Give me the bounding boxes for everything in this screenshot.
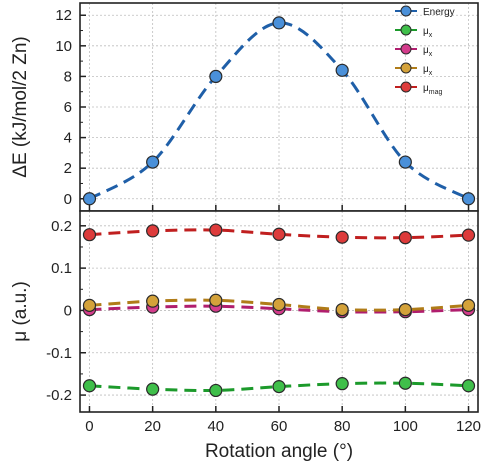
x-tick-label: 20 bbox=[144, 418, 161, 435]
y-tick-label: -0.2 bbox=[46, 387, 72, 404]
data-point-1-1-4 bbox=[335, 63, 349, 77]
legend-marker-1 bbox=[400, 5, 412, 17]
data-point-1-1-5 bbox=[398, 155, 412, 169]
plot-frame bbox=[79, 210, 479, 413]
legend-label-subscript: x bbox=[429, 32, 433, 39]
data-point-1-1-0 bbox=[82, 192, 97, 206]
legend-label-main: μ bbox=[423, 45, 429, 56]
y-tick-label: 0.2 bbox=[51, 218, 72, 235]
data-point-2-1-2 bbox=[209, 383, 223, 398]
x-tick-label: 40 bbox=[207, 418, 224, 435]
x-tick-label: 60 bbox=[271, 418, 288, 435]
legend-label-4: μx bbox=[423, 64, 433, 77]
data-point-1-1-6 bbox=[461, 192, 476, 206]
legend-label-3: μx bbox=[423, 45, 433, 58]
legend-label-main: Energy bbox=[423, 7, 455, 18]
data-point-2-3-5 bbox=[398, 302, 412, 317]
data-point-2-3-1 bbox=[146, 294, 160, 308]
legend-marker-2 bbox=[400, 24, 412, 36]
y-tick-label: 4 bbox=[64, 130, 72, 147]
data-point-2-1-1 bbox=[146, 382, 160, 396]
legend-label-main: μ bbox=[423, 64, 429, 75]
legend-label-main: μ bbox=[423, 26, 429, 37]
data-point-2-4-5 bbox=[398, 231, 412, 245]
data-point-2-1-3 bbox=[272, 380, 286, 394]
data-point-2-4-1 bbox=[146, 224, 160, 238]
panel-2: -0.2 -0.1 0 0.1 0.2 μ (a.u.) bbox=[10, 210, 479, 413]
data-point-2-3-2 bbox=[209, 293, 223, 307]
y-tick-label: 2 bbox=[64, 160, 72, 177]
data-point-2-1-4 bbox=[335, 377, 349, 391]
data-point-2-3-6 bbox=[461, 298, 476, 312]
data-point-1-1-1 bbox=[146, 155, 160, 169]
y-tick-label: -0.1 bbox=[46, 345, 72, 362]
data-point-2-1-6 bbox=[461, 379, 476, 393]
y-tick-label: 0 bbox=[64, 302, 72, 319]
data-point-1-1-3 bbox=[272, 16, 286, 30]
data-point-2-1-0 bbox=[82, 379, 97, 393]
x-tick-label: 0 bbox=[85, 418, 93, 435]
data-point-1-1-2 bbox=[209, 69, 223, 84]
data-point-2-4-3 bbox=[272, 227, 286, 241]
legend-label-subscript: mag bbox=[429, 89, 443, 96]
legend-label-subscript: x bbox=[429, 51, 433, 58]
data-point-2-3-0 bbox=[82, 298, 97, 312]
x-tick-label: 100 bbox=[393, 418, 418, 435]
data-point-2-1-5 bbox=[398, 376, 412, 390]
data-point-2-4-2 bbox=[209, 223, 223, 237]
y-tick-label: 6 bbox=[64, 99, 72, 116]
legend-marker-4 bbox=[400, 62, 412, 74]
legend-marker-3 bbox=[400, 43, 412, 55]
legend-label-5: μmag bbox=[423, 83, 442, 96]
y-tick-label: 12 bbox=[55, 7, 72, 24]
legend-label-2: μx bbox=[423, 26, 433, 39]
legend-label-main: μ bbox=[423, 83, 429, 94]
x-axis-title: Rotation angle (°) bbox=[205, 441, 353, 462]
legend-marker-5 bbox=[400, 81, 412, 93]
data-point-2-3-3 bbox=[272, 297, 286, 312]
legend-label-1: Energy bbox=[423, 7, 455, 18]
data-point-2-3-4 bbox=[335, 302, 349, 317]
data-point-2-4-6 bbox=[461, 228, 476, 242]
x-tick-label: 120 bbox=[456, 418, 481, 435]
y-tick-label: 8 bbox=[64, 68, 72, 85]
x-tick-label: 80 bbox=[334, 418, 351, 435]
y-tick-label: 10 bbox=[55, 38, 72, 55]
y-axis-title: ΔE (kJ/mol/2 Zn) bbox=[10, 36, 31, 178]
data-point-2-4-4 bbox=[335, 230, 349, 244]
data-point-2-4-0 bbox=[82, 228, 97, 242]
y-tick-label: 0.1 bbox=[51, 260, 72, 277]
legend-label-subscript: x bbox=[429, 70, 433, 77]
y-axis-title: μ (a.u.) bbox=[10, 281, 31, 342]
y-tick-label: 0 bbox=[64, 191, 72, 208]
